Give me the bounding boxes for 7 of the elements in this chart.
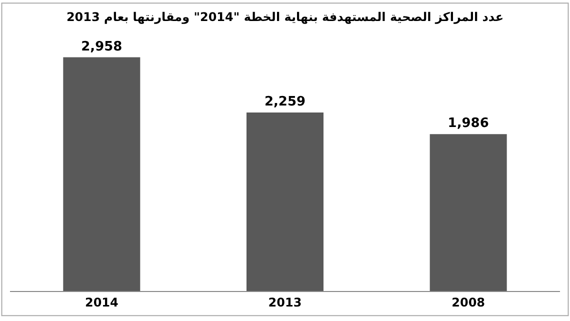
data-label: 1,986	[448, 116, 489, 132]
x-tick-label: 2014	[84, 295, 118, 310]
data-label: 2,958	[81, 39, 122, 54]
x-tick-label: 2013	[268, 295, 302, 310]
chart-title: عدد المراكز الصحية المستهدفة بنهاية الخطة "2014" ومقارنتها بعام 2013	[66, 10, 504, 24]
x-tick-label: 2008	[452, 295, 486, 310]
data-label: 2,259	[264, 94, 306, 110]
